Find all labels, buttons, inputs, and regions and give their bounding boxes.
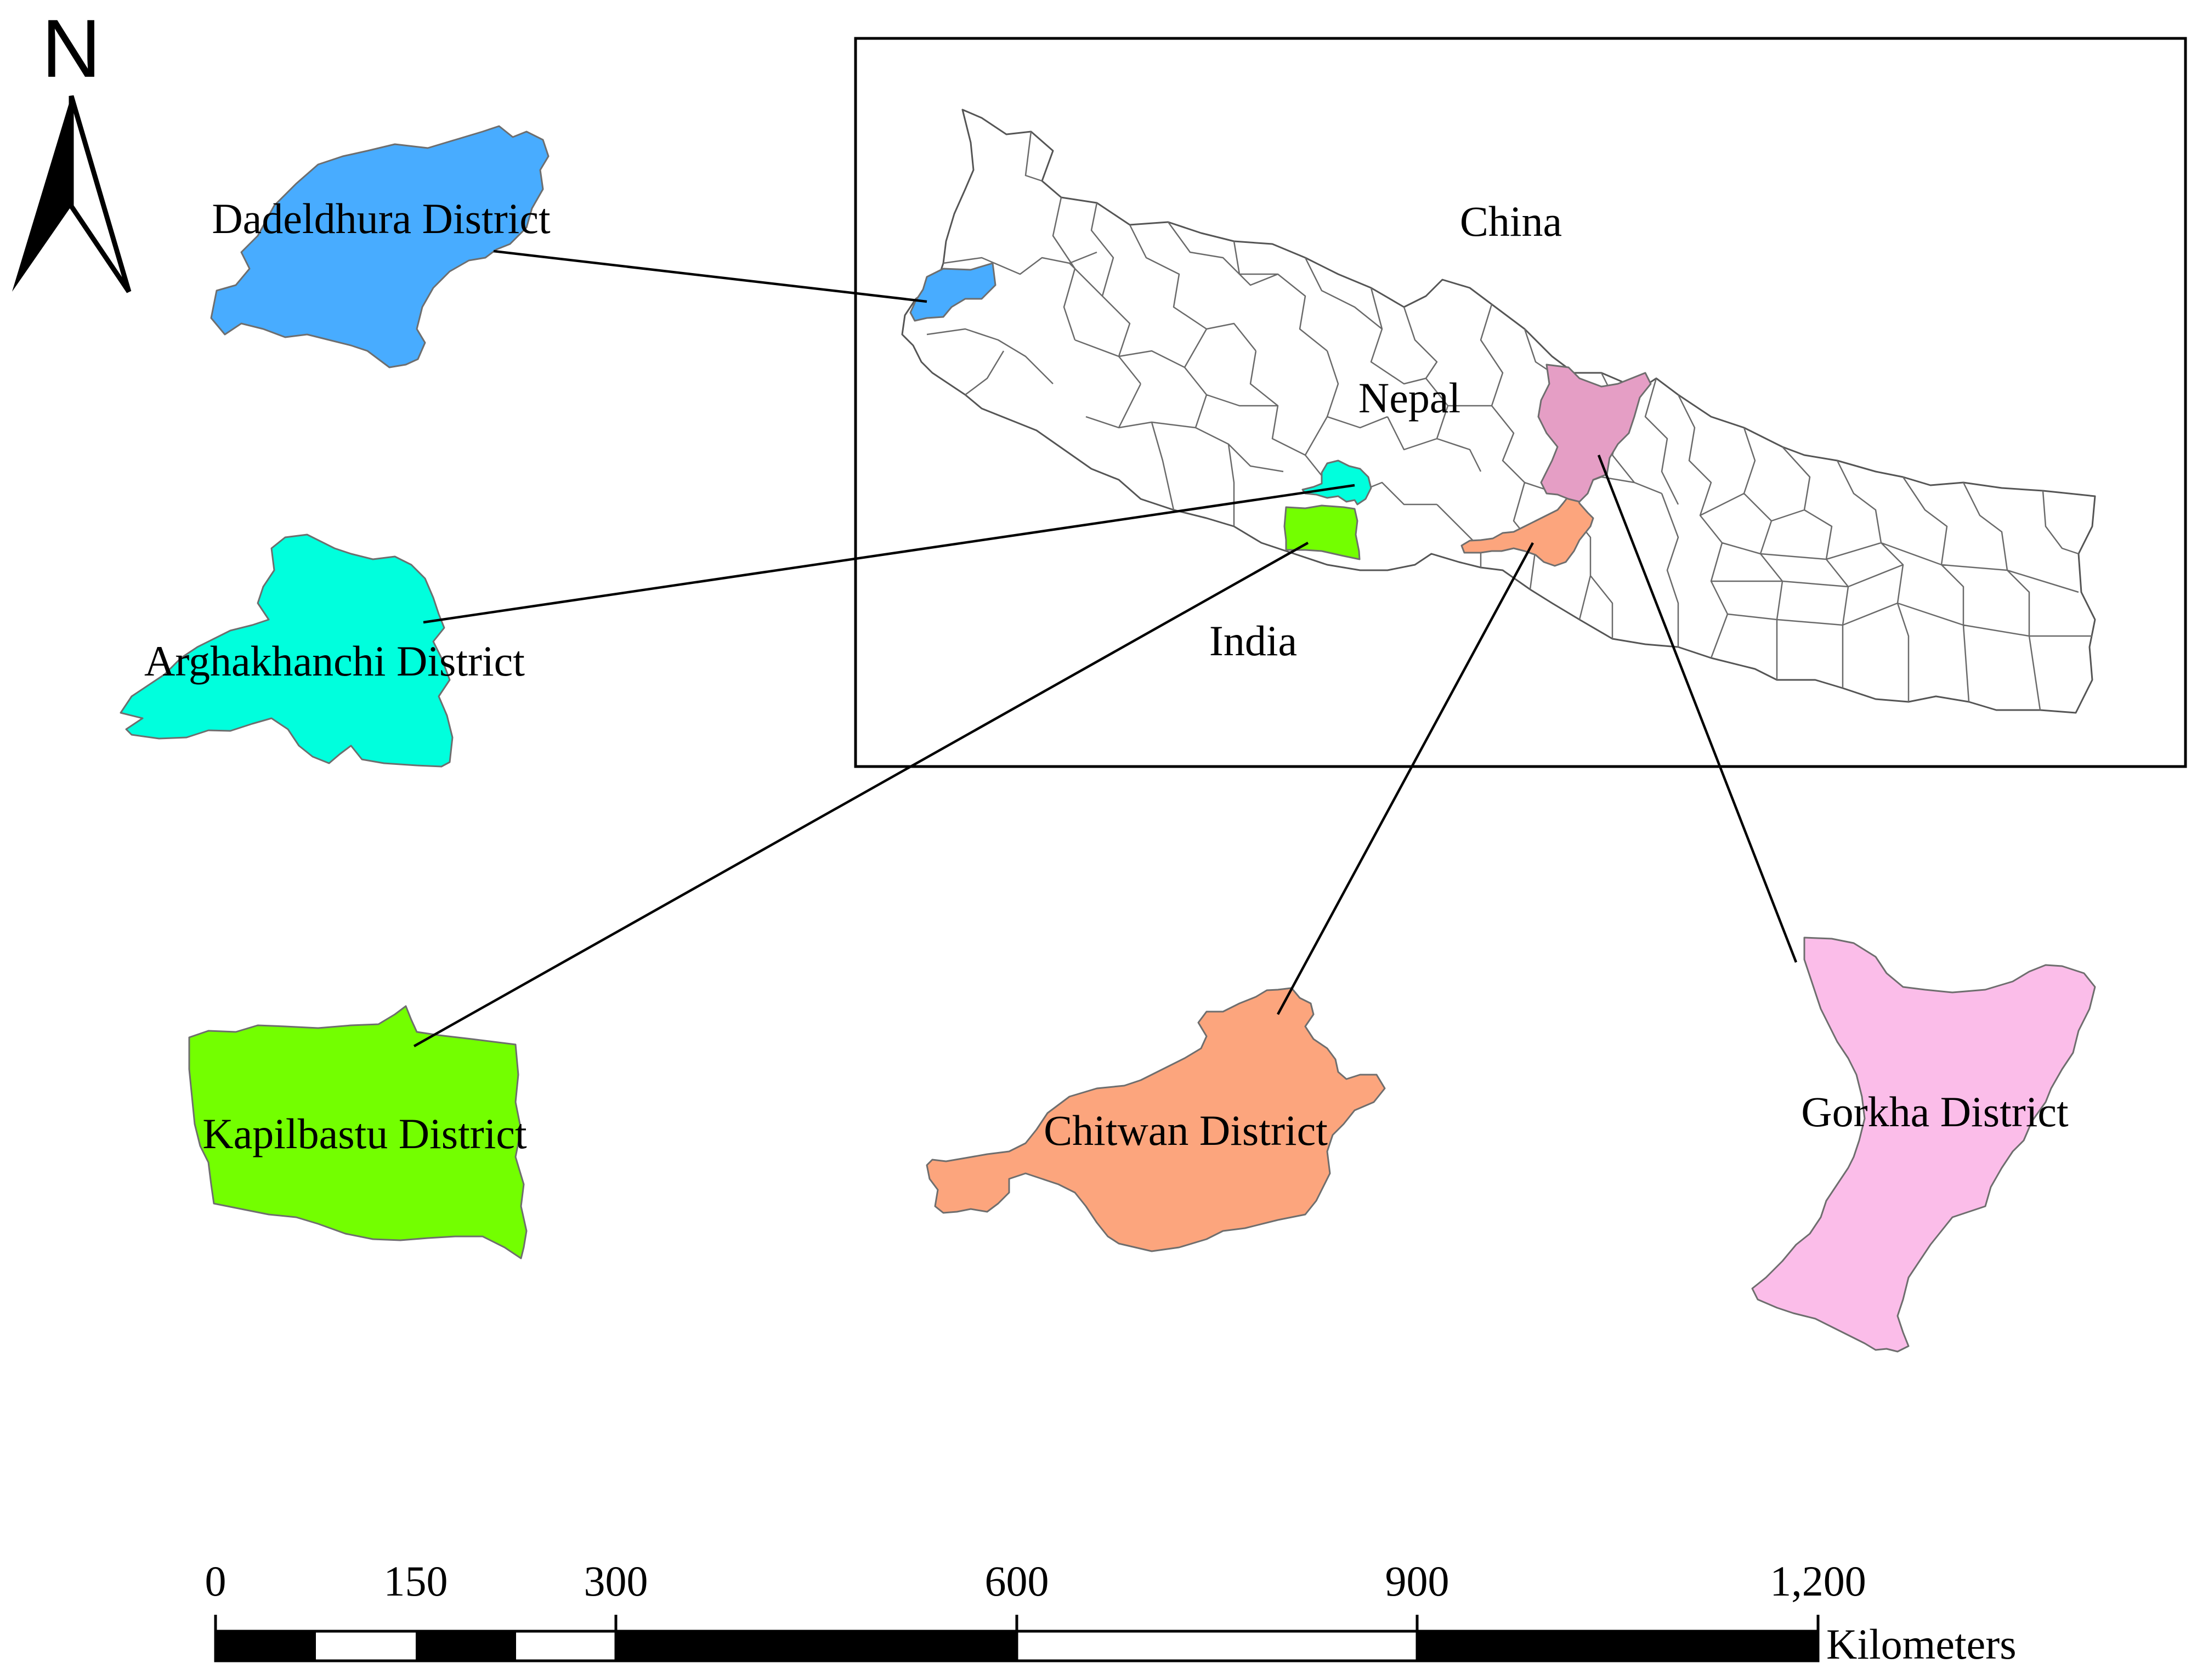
scale-label-0: 0 <box>205 1557 227 1605</box>
north-arrow-left-half <box>12 96 71 292</box>
scale-label-150: 150 <box>384 1557 448 1605</box>
gorkha-shape <box>1751 937 2096 1353</box>
kapilbastu-shape <box>188 1005 528 1259</box>
kapilbastu-leader-line <box>413 542 1309 1047</box>
district-chitwan: Chitwan District <box>926 542 1534 1252</box>
district-kapilbastu: Kapilbastu District <box>188 542 1309 1259</box>
scale-label-600: 600 <box>985 1557 1049 1605</box>
label-india: India <box>1209 617 1297 665</box>
arghakhanchi-shape <box>120 533 454 768</box>
inset-arghakhanchi <box>1301 459 1372 506</box>
nepal-outline <box>901 109 2096 714</box>
chitwan-leader-line <box>1277 542 1534 1015</box>
district-gorkha: Gorkha District <box>1597 455 2096 1353</box>
dadeldhura-label: Dadeldhura District <box>212 195 551 242</box>
chitwan-shape <box>926 987 1386 1252</box>
nepal-inset-map: China Nepal India <box>854 37 2187 768</box>
dadeldhura-shape <box>210 125 550 368</box>
scale-label-300: 300 <box>584 1557 648 1605</box>
district-dadeldhura: Dadeldhura District <box>210 125 927 368</box>
arghakhanchi-label: Arghakhanchi District <box>144 637 525 685</box>
scale-label-1200: 1,200 <box>1770 1557 1866 1605</box>
label-china: China <box>1460 197 1562 245</box>
scale-bar-inner-white <box>1017 1641 1417 1651</box>
scale-seg-0 <box>216 1631 316 1661</box>
district-arghakhanchi: Arghakhanchi District <box>120 484 1355 768</box>
dadeldhura-leader-line <box>493 249 927 303</box>
north-arrow: N <box>12 2 132 293</box>
label-nepal: Nepal <box>1358 374 1460 422</box>
scale-bar: 0 150 300 600 900 1,200 Kilometers <box>205 1557 2017 1668</box>
scale-label-900: 900 <box>1385 1557 1449 1605</box>
chitwan-label: Chitwan District <box>1044 1106 1328 1154</box>
arghakhanchi-leader-line <box>423 484 1355 624</box>
gorkha-label: Gorkha District <box>1801 1088 2069 1136</box>
inset-dadeldhura <box>909 262 996 322</box>
kapilbastu-label: Kapilbastu District <box>202 1110 527 1157</box>
north-arrow-right-half <box>69 95 132 293</box>
scale-seg-2 <box>616 1631 1017 1661</box>
north-arrow-label: N <box>42 2 101 94</box>
gorkha-leader-line <box>1597 455 1798 963</box>
inset-chitwan <box>1460 493 1594 567</box>
scale-seg-3 <box>1417 1631 1818 1661</box>
scale-unit-label: Kilometers <box>1826 1620 2017 1668</box>
inset-gorkha <box>1537 364 1652 503</box>
scale-seg-1 <box>416 1631 516 1661</box>
